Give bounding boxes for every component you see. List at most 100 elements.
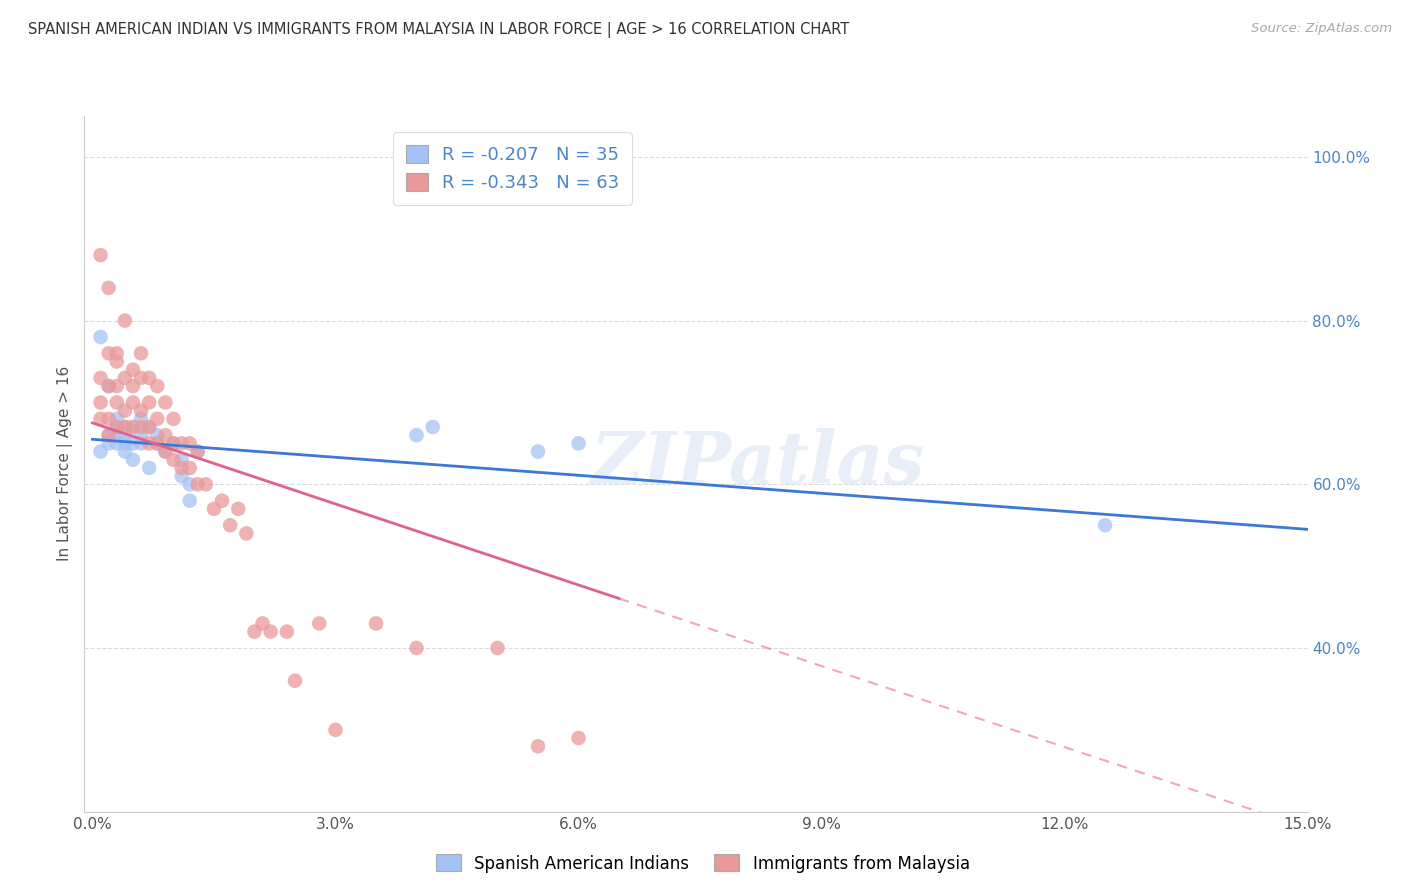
- Point: [325, 723, 347, 737]
- Point: [202, 501, 225, 516]
- Point: [105, 420, 128, 434]
- Point: [129, 428, 152, 442]
- Point: [122, 379, 145, 393]
- Point: [527, 739, 550, 754]
- Point: [97, 412, 120, 426]
- Point: [129, 371, 152, 385]
- Point: [170, 469, 193, 483]
- Point: [146, 428, 169, 442]
- Point: [162, 452, 184, 467]
- Point: [114, 436, 136, 450]
- Point: [405, 428, 427, 442]
- Point: [138, 461, 160, 475]
- Point: [105, 346, 128, 360]
- Point: [97, 379, 120, 393]
- Point: [1094, 518, 1116, 533]
- Point: [219, 518, 242, 533]
- Point: [194, 477, 217, 491]
- Point: [211, 493, 233, 508]
- Point: [567, 436, 589, 450]
- Point: [129, 436, 152, 450]
- Point: [97, 436, 120, 450]
- Point: [97, 281, 120, 295]
- Point: [162, 436, 184, 450]
- Point: [138, 395, 160, 409]
- Point: [155, 444, 177, 458]
- Point: [129, 412, 152, 426]
- Point: [187, 444, 209, 458]
- Point: [114, 420, 136, 434]
- Point: [170, 461, 193, 475]
- Point: [105, 420, 128, 434]
- Point: [179, 493, 201, 508]
- Point: [129, 420, 152, 434]
- Point: [155, 444, 177, 458]
- Point: [105, 436, 128, 450]
- Point: [179, 436, 201, 450]
- Point: [146, 436, 169, 450]
- Point: [235, 526, 257, 541]
- Point: [308, 616, 330, 631]
- Text: SPANISH AMERICAN INDIAN VS IMMIGRANTS FROM MALAYSIA IN LABOR FORCE | AGE > 16 CO: SPANISH AMERICAN INDIAN VS IMMIGRANTS FR…: [28, 22, 849, 38]
- Point: [146, 412, 169, 426]
- Point: [122, 452, 145, 467]
- Point: [162, 436, 184, 450]
- Point: [187, 444, 209, 458]
- Point: [114, 420, 136, 434]
- Point: [114, 313, 136, 327]
- Text: Source: ZipAtlas.com: Source: ZipAtlas.com: [1251, 22, 1392, 36]
- Legend: Spanish American Indians, Immigrants from Malaysia: Spanish American Indians, Immigrants fro…: [429, 847, 977, 880]
- Point: [486, 640, 509, 655]
- Point: [114, 403, 136, 417]
- Point: [105, 412, 128, 426]
- Point: [97, 379, 120, 393]
- Point: [97, 428, 120, 442]
- Point: [114, 371, 136, 385]
- Point: [105, 379, 128, 393]
- Point: [90, 395, 112, 409]
- Point: [146, 379, 169, 393]
- Point: [155, 428, 177, 442]
- Point: [90, 248, 112, 262]
- Point: [105, 428, 128, 442]
- Point: [276, 624, 298, 639]
- Point: [138, 420, 160, 434]
- Point: [90, 330, 112, 344]
- Point: [122, 362, 145, 376]
- Point: [179, 461, 201, 475]
- Point: [155, 395, 177, 409]
- Point: [567, 731, 589, 745]
- Point: [170, 452, 193, 467]
- Point: [122, 420, 145, 434]
- Point: [527, 444, 550, 458]
- Legend: R = -0.207   N = 35, R = -0.343   N = 63: R = -0.207 N = 35, R = -0.343 N = 63: [394, 132, 631, 205]
- Point: [138, 436, 160, 450]
- Point: [122, 436, 145, 450]
- Point: [252, 616, 274, 631]
- Point: [129, 346, 152, 360]
- Point: [146, 436, 169, 450]
- Point: [243, 624, 266, 639]
- Y-axis label: In Labor Force | Age > 16: In Labor Force | Age > 16: [58, 367, 73, 561]
- Point: [114, 428, 136, 442]
- Point: [138, 420, 160, 434]
- Point: [90, 444, 112, 458]
- Point: [90, 371, 112, 385]
- Point: [364, 616, 387, 631]
- Point: [226, 501, 249, 516]
- Point: [105, 354, 128, 368]
- Point: [114, 444, 136, 458]
- Point: [138, 371, 160, 385]
- Point: [90, 412, 112, 426]
- Point: [105, 395, 128, 409]
- Point: [122, 395, 145, 409]
- Point: [97, 346, 120, 360]
- Point: [405, 640, 427, 655]
- Point: [97, 428, 120, 442]
- Point: [170, 436, 193, 450]
- Point: [284, 673, 307, 688]
- Text: ZIPatlas: ZIPatlas: [591, 428, 924, 500]
- Point: [129, 403, 152, 417]
- Point: [162, 412, 184, 426]
- Point: [187, 477, 209, 491]
